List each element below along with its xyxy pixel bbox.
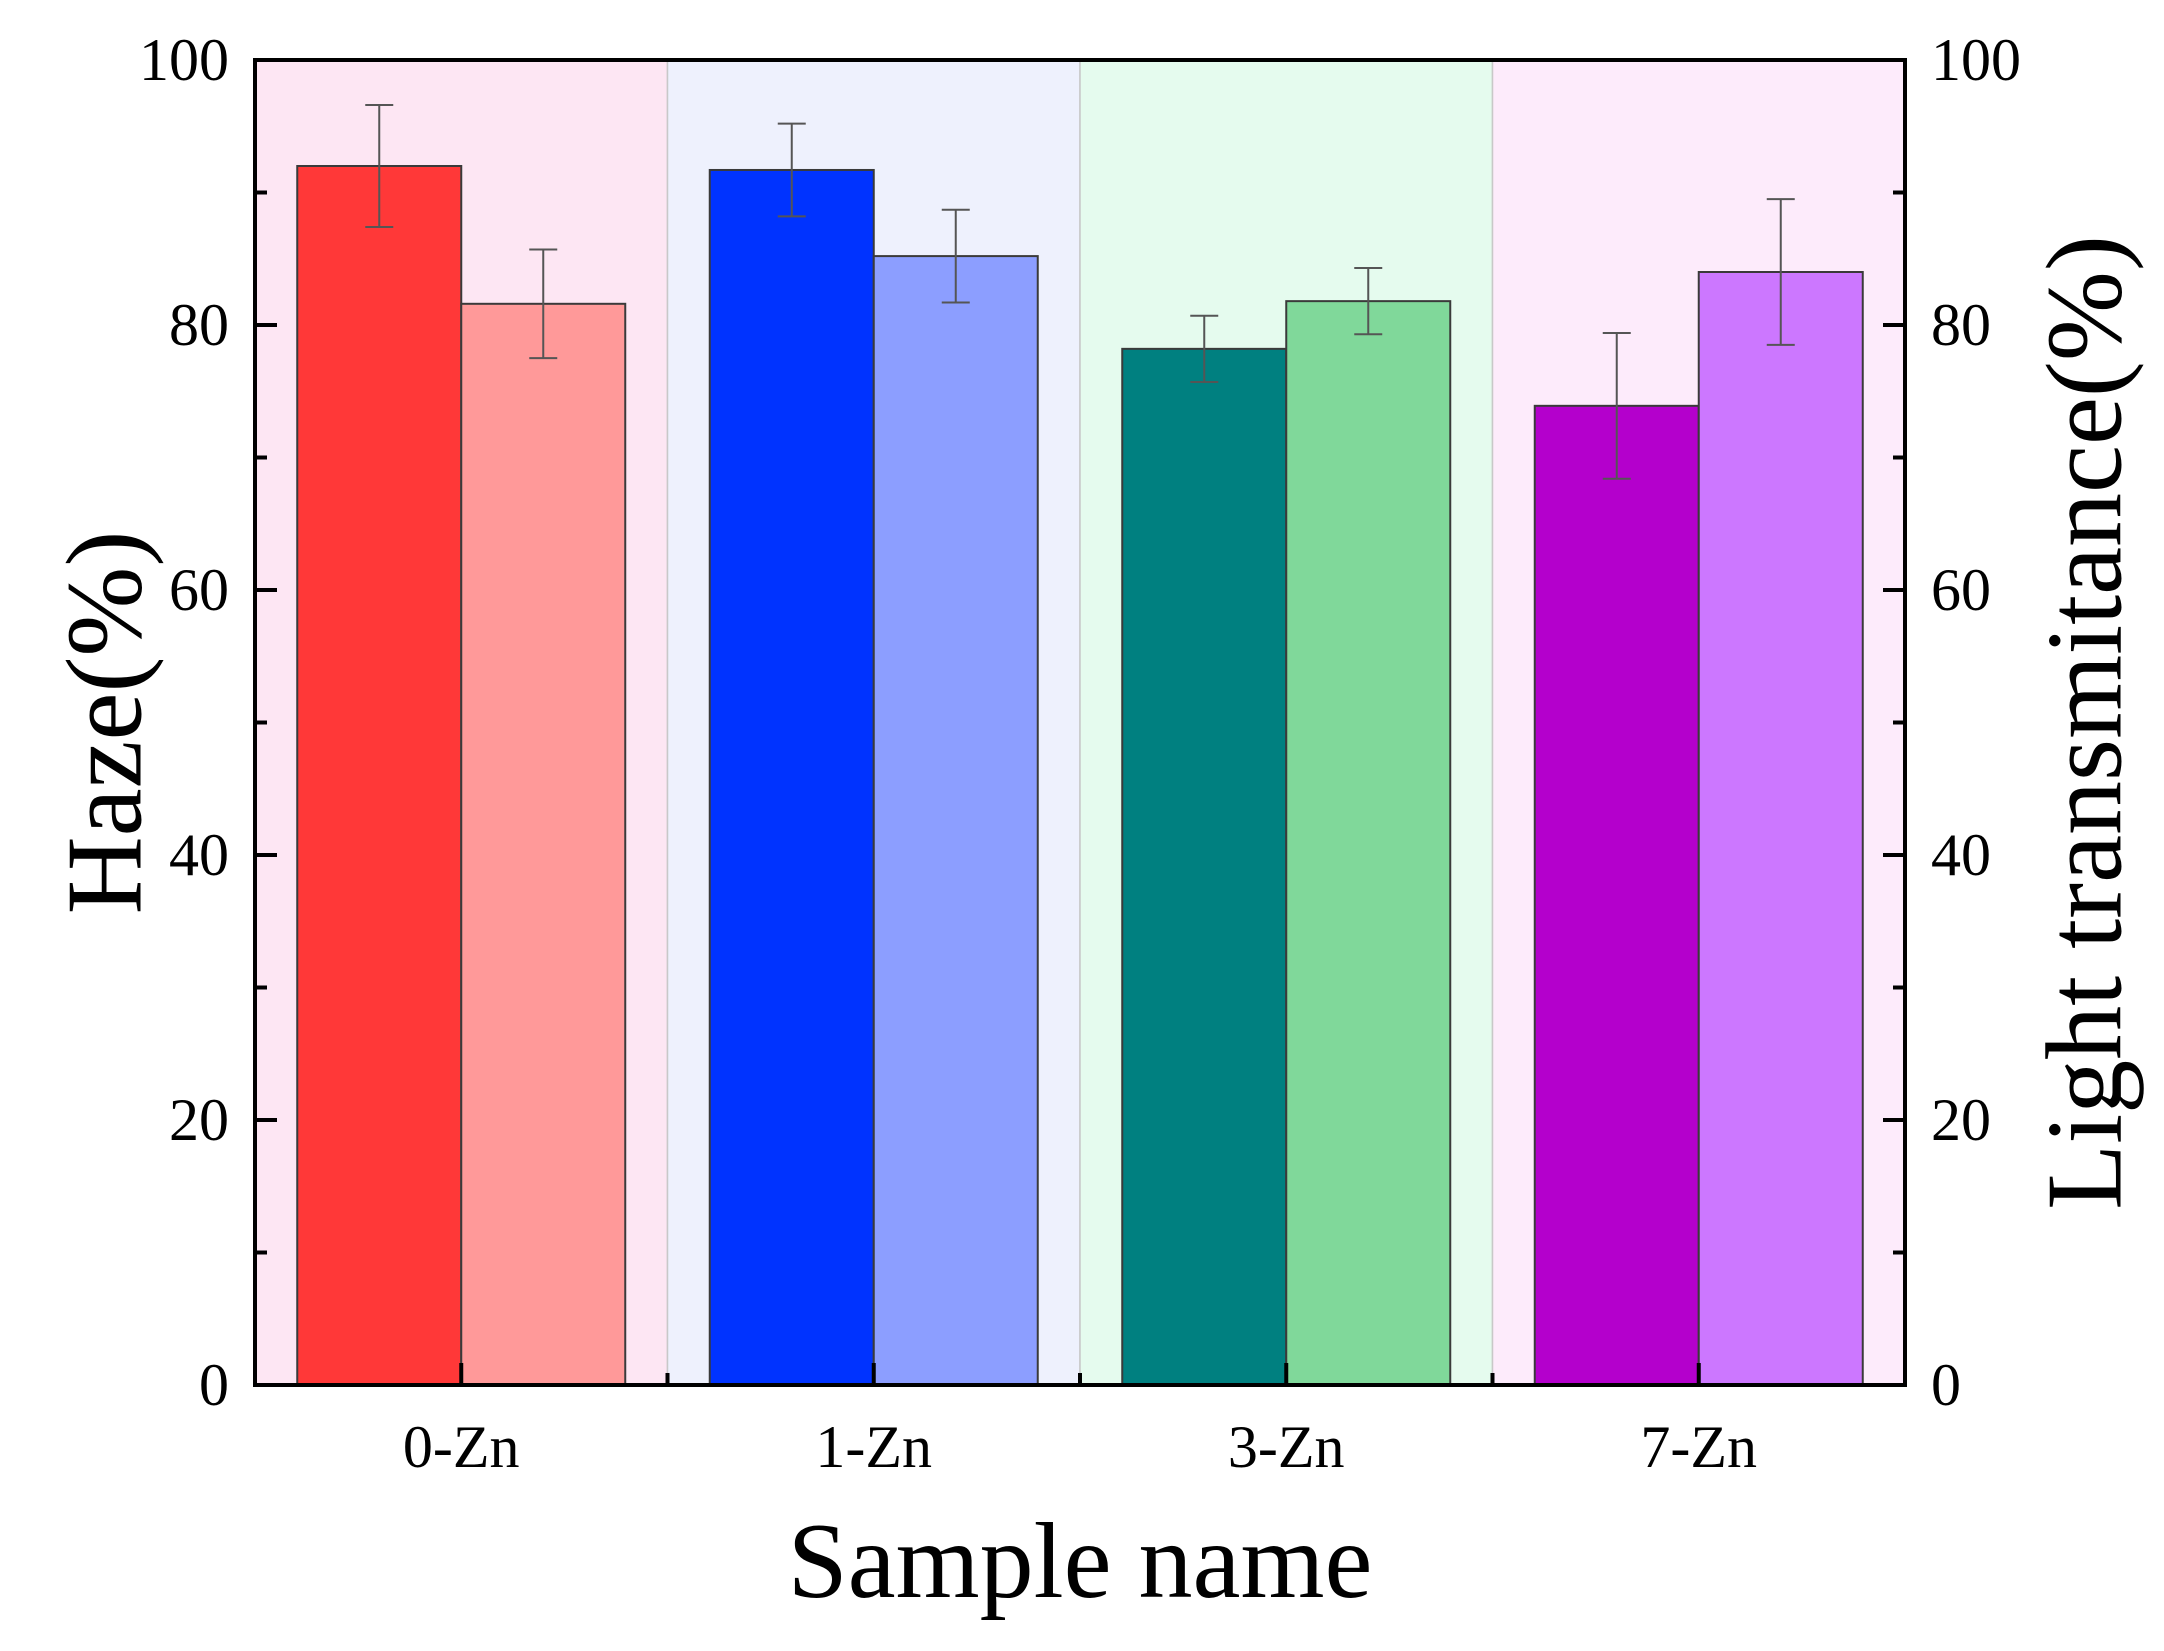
y2-tick-label: 0 bbox=[1931, 1352, 1961, 1418]
y-tick-label: 100 bbox=[139, 27, 229, 93]
y-tick-label: 80 bbox=[169, 292, 229, 358]
error-bar-haze-0-Zn bbox=[365, 104, 394, 228]
y2-axis-title: Light transmitance(%) bbox=[2026, 235, 2145, 1210]
y2-tick-label: 20 bbox=[1931, 1087, 1991, 1153]
error-bar-transmitance-3-Zn bbox=[1354, 267, 1383, 336]
x-category-label-7-Zn: 7-Zn bbox=[1640, 1414, 1757, 1480]
bar-haze-0-Zn bbox=[296, 165, 463, 1386]
error-bars bbox=[365, 104, 1795, 480]
error-bar-transmitance-1-Zn bbox=[941, 208, 970, 304]
y2-tick-label: 100 bbox=[1931, 27, 2021, 93]
tick-labels: 0 20 40 60 80 100 0 20 40 60 80 100 0-Zn 1-Zn 3-Zn 7-Zn bbox=[139, 27, 2021, 1480]
y-tick-label: 40 bbox=[169, 822, 229, 888]
bar-haze-3-Zn bbox=[1121, 347, 1288, 1387]
bar-transmitance-7-Zn bbox=[1697, 271, 1864, 1386]
x-category-label-1-Zn: 1-Zn bbox=[815, 1414, 932, 1480]
bar-transmitance-0-Zn bbox=[460, 302, 627, 1386]
y2-tick-label: 80 bbox=[1931, 292, 1991, 358]
error-bar-transmitance-0-Zn bbox=[529, 248, 558, 360]
y-axis-title: Haze(%) bbox=[46, 531, 165, 915]
bar-haze-7-Zn bbox=[1533, 404, 1700, 1386]
y-tick-label: 60 bbox=[169, 557, 229, 623]
bar-transmitance-1-Zn bbox=[872, 255, 1039, 1387]
y2-tick-label: 40 bbox=[1931, 822, 1991, 888]
error-bar-haze-3-Zn bbox=[1190, 314, 1219, 383]
x-category-label-3-Zn: 3-Zn bbox=[1228, 1414, 1345, 1480]
error-bar-transmitance-7-Zn bbox=[1766, 198, 1795, 346]
y-tick-label: 20 bbox=[169, 1087, 229, 1153]
x-axis-title: Sample name bbox=[788, 1502, 1373, 1621]
y2-tick-label: 60 bbox=[1931, 557, 1991, 623]
x-category-label-0-Zn: 0-Zn bbox=[403, 1414, 520, 1480]
bars bbox=[296, 165, 1864, 1387]
y-tick-label: 0 bbox=[199, 1352, 229, 1418]
bar-transmitance-3-Zn bbox=[1285, 300, 1452, 1386]
bar-haze-1-Zn bbox=[708, 168, 875, 1387]
error-bar-haze-1-Zn bbox=[777, 122, 806, 218]
error-bar-haze-7-Zn bbox=[1602, 331, 1631, 480]
axis-ticks bbox=[255, 58, 1905, 1387]
